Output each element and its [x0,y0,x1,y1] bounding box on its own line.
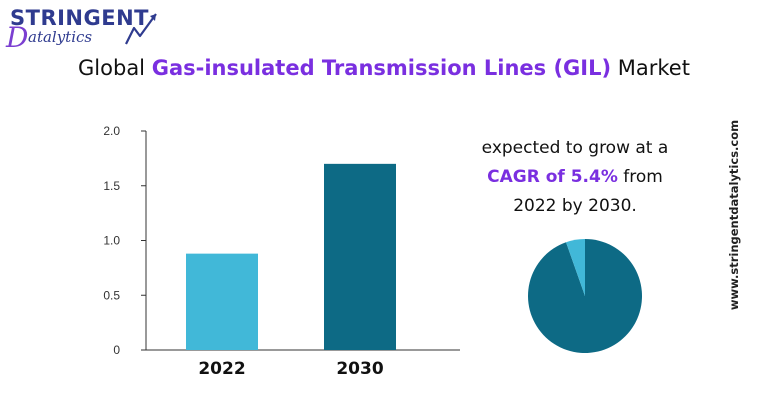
x-tick-label: 2022 [198,359,245,379]
caption-line-1: expected to grow at a [481,138,669,158]
chart-title: Global Gas-insulated Transmission Lines … [0,56,768,80]
growth-caption: expected to grow at a CAGR of 5.4% from … [440,134,710,221]
x-tick-label: 2030 [336,359,383,379]
logo-initial: D [6,21,29,54]
title-highlight: Gas-insulated Transmission Lines (GIL) [151,56,612,80]
bar-2022 [186,253,258,350]
caption-line-3: 2022 by 2030. [513,196,637,216]
title-suffix: Market [611,56,690,80]
y-tick-label: 1.0 [103,234,120,248]
logo-wordmark-bottom: atalytics [28,28,93,46]
y-tick-label: 0.5 [103,288,120,302]
trend-arrow-icon [125,13,157,45]
caption-line-2-suffix: from [617,167,663,187]
logo: STRINGENT D atalytics [4,4,164,54]
y-tick-label: 0 [113,343,120,357]
pie-slice-highlight [566,239,585,296]
logo-wordmark-top: STRINGENT [10,6,149,30]
y-tick-label: 2.0 [103,124,120,138]
bar-2030 [324,163,396,350]
y-tick-label: 1.5 [103,179,120,193]
caption-line-2: CAGR of 5.4% from [440,163,710,192]
caption-cagr: CAGR of 5.4% [487,167,618,187]
title-prefix: Global [78,56,152,80]
website-url: www.stringentdatalytics.com [727,119,741,311]
